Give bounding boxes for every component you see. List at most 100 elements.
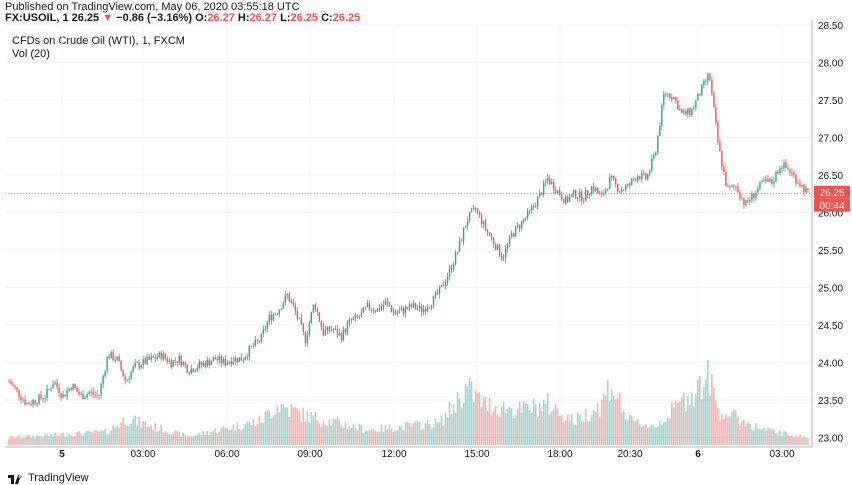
volume-bar: [352, 423, 355, 445]
volume-bar: [192, 436, 195, 445]
volume-bar: [663, 422, 665, 445]
volume-bar: [562, 422, 565, 445]
candle-body: [392, 311, 395, 313]
volume-bar: [743, 419, 745, 445]
candle-body: [72, 383, 74, 390]
volume-bar: [753, 430, 755, 445]
countdown-badge: [814, 198, 850, 212]
candle-body: [212, 357, 214, 362]
volume-bar: [759, 429, 761, 445]
close-label: C:: [321, 12, 333, 24]
volume-bar: [735, 411, 737, 445]
candle-body: [631, 179, 633, 186]
volume-bar: [344, 422, 347, 445]
candle-body: [546, 178, 549, 182]
volume-bar: [530, 413, 533, 445]
candle-body: [66, 390, 68, 397]
volume-bar: [791, 435, 793, 445]
volume-bar: [681, 397, 683, 445]
volume-bar: [406, 421, 409, 445]
candle-body: [384, 301, 387, 305]
volume-bar: [120, 422, 122, 445]
volume-bar: [300, 421, 303, 445]
candle-body: [56, 382, 58, 387]
volume-bar: [679, 401, 681, 445]
volume-bar: [188, 436, 191, 445]
volume-bar: [254, 426, 257, 445]
volume-bar: [316, 420, 319, 445]
volume-bar: [32, 435, 34, 445]
candle-body: [591, 186, 593, 194]
candle-body: [240, 357, 242, 361]
candle-body: [781, 168, 783, 169]
volume-bar: [12, 436, 14, 445]
candle-body: [228, 361, 230, 363]
volume-bar: [366, 431, 369, 445]
volume-bar: [238, 428, 241, 445]
candle-body: [753, 193, 755, 198]
volume-bar: [534, 403, 537, 445]
volume-bar: [216, 433, 219, 445]
volume-bar: [464, 383, 467, 445]
candle-body: [206, 359, 208, 367]
candle-body: [689, 108, 691, 116]
candle-body: [795, 174, 797, 184]
candle-body: [314, 304, 317, 310]
volume-bar: [466, 386, 469, 445]
volume-bar: [108, 434, 110, 445]
volume-bar: [30, 437, 32, 445]
volume-bar: [458, 398, 461, 445]
candle-body: [40, 394, 42, 399]
volume-bar: [733, 409, 735, 445]
volume-bar: [220, 427, 223, 445]
candle-body: [615, 178, 617, 184]
candle-body: [80, 394, 82, 395]
volume-bar: [468, 378, 471, 445]
volume-bar: [232, 424, 235, 445]
volume-bar: [74, 435, 76, 445]
candle-body: [793, 172, 795, 175]
candle-body: [218, 356, 220, 361]
candle-body: [605, 189, 607, 195]
candle-body: [110, 352, 112, 359]
volume-bar: [600, 399, 603, 445]
candle-body: [613, 175, 615, 179]
volume-bar: [194, 435, 197, 445]
candle-body: [695, 100, 697, 108]
candle-body: [298, 317, 301, 319]
candle-body: [412, 303, 415, 308]
high-label: H:: [237, 12, 250, 24]
volume-bar: [222, 426, 225, 445]
candle-body: [779, 168, 781, 174]
candle-body: [713, 92, 715, 108]
volume-bar: [516, 409, 519, 445]
candle-body: [787, 167, 789, 170]
candle-body: [579, 191, 581, 198]
volume-bar: [272, 416, 275, 445]
candle-body: [390, 306, 393, 312]
volume-bar: [608, 401, 611, 445]
candle-body: [192, 368, 194, 372]
candle-body: [362, 307, 365, 313]
candle-body: [372, 309, 375, 311]
volume-bar: [358, 423, 361, 445]
volume-bar: [747, 421, 749, 445]
candle-body: [550, 182, 553, 185]
candle-body: [566, 196, 569, 202]
candle-body: [528, 209, 531, 211]
volume-bar: [336, 417, 339, 445]
volume-bar: [665, 421, 667, 445]
volume-bar: [42, 437, 44, 445]
candle-body: [524, 217, 527, 220]
candle-body: [226, 362, 228, 366]
tradingview-logo[interactable]: TradingView: [8, 472, 89, 484]
volume-bar: [110, 430, 112, 445]
candle-body: [534, 206, 537, 208]
volume-bar: [757, 428, 759, 445]
low-value: 26.25: [290, 12, 319, 24]
volume-bar: [518, 401, 521, 445]
volume-bar: [711, 374, 713, 445]
volume-bar: [308, 422, 311, 445]
open-value: 26.27: [207, 12, 235, 24]
